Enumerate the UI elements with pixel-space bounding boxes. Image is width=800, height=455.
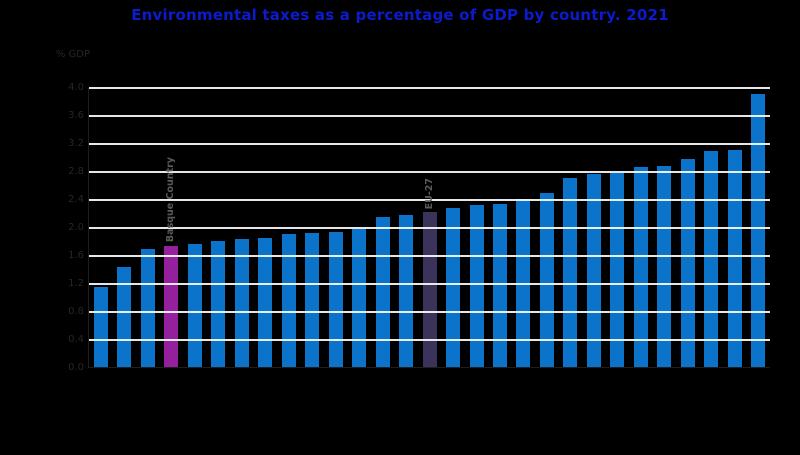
gridline [89, 171, 770, 173]
gridline [89, 143, 770, 145]
gridline [89, 311, 770, 313]
y-tick-label: 2.8 [68, 166, 84, 177]
y-tick-label: 3.2 [68, 138, 84, 149]
bar [117, 266, 132, 368]
y-tick-label: 1.2 [68, 278, 84, 289]
y-tick-label: 2.0 [68, 222, 84, 233]
annotation-eu-27: EU-27 [423, 177, 435, 209]
y-tick-label: 2.4 [68, 194, 84, 205]
bar [563, 177, 578, 368]
y-tick-label: 1.6 [68, 250, 84, 261]
y-axis-unit-label: % GDP [55, 49, 90, 60]
bar [751, 94, 766, 368]
y-tick-label: 3.6 [68, 110, 84, 121]
y-tick-label: 0.8 [68, 306, 84, 317]
y-tick-label: 0.4 [68, 334, 84, 345]
chart-title: Environmental taxes as a percentage of G… [131, 6, 669, 24]
bar [469, 204, 484, 368]
bar [187, 244, 202, 368]
bar [140, 249, 155, 368]
bar [352, 228, 367, 368]
bar [328, 231, 343, 368]
gridline [89, 339, 770, 341]
y-axis-spine [88, 88, 89, 368]
gridline [89, 227, 770, 229]
bar [258, 237, 273, 368]
bar [539, 193, 554, 368]
bar [492, 203, 507, 368]
gridline [89, 199, 770, 201]
bar [281, 234, 296, 368]
bar-basque-country [164, 245, 179, 368]
gridline [89, 115, 770, 117]
gridline [89, 255, 770, 257]
gridline [89, 87, 770, 89]
bar [680, 158, 695, 368]
bar [704, 151, 719, 368]
bar [727, 149, 742, 368]
y-tick-label: 4.0 [68, 82, 84, 93]
bar [211, 241, 226, 368]
bar [93, 286, 108, 368]
x-axis-spine [89, 367, 770, 368]
bar [399, 215, 413, 368]
bar [375, 216, 390, 368]
bar [586, 174, 601, 368]
gridline [89, 283, 770, 285]
bar [234, 238, 249, 368]
bar-eu-27 [422, 211, 437, 368]
y-tick-label: 0.0 [68, 362, 84, 373]
bar [446, 208, 460, 368]
bar [657, 165, 672, 368]
bar [610, 172, 625, 368]
bar [633, 167, 648, 368]
bar [305, 232, 320, 368]
annotation-basque-country: Basque Country [165, 157, 177, 243]
